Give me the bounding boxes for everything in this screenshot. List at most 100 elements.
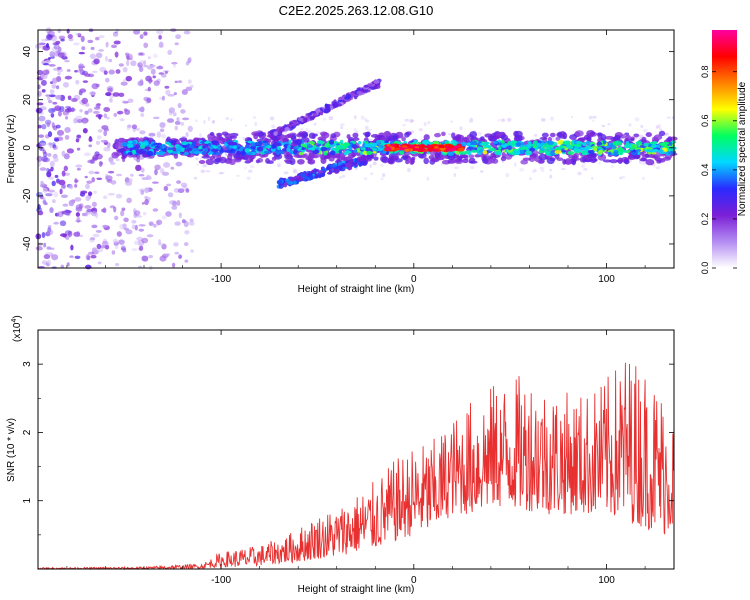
spectrogram-cell [201, 151, 207, 155]
spectrogram-cell [306, 143, 313, 149]
spectrogram-cell [390, 155, 399, 161]
spectrogram-cell [51, 122, 55, 129]
spectrogram-cell [89, 236, 95, 243]
spectrogram-cell [175, 34, 182, 40]
spectrogram-cell [220, 150, 224, 154]
spectrogram-cell [469, 131, 478, 138]
spectrogram-cell [161, 171, 170, 176]
spectrogram-cell [460, 141, 467, 147]
spectrogram-cell [143, 141, 149, 146]
spectrogram-cell [148, 132, 156, 137]
spectrogram-cell [47, 189, 55, 193]
spectrogram-cell [624, 132, 630, 136]
spectrogram-cell [192, 151, 200, 155]
spectrogram-cell [641, 162, 647, 165]
spectrogram-cell [171, 151, 179, 154]
spectrogram-cell [570, 116, 573, 119]
spectrogram-cell [633, 133, 640, 138]
spectrogram-cell [381, 173, 386, 177]
spectrogram-cell [63, 209, 71, 216]
spectrogram-cell [43, 62, 50, 66]
spectrogram-cell [85, 103, 90, 107]
spectrogram-cell [591, 158, 598, 162]
y-tick-label: 20 [22, 94, 33, 106]
spectrogram-cell [205, 158, 215, 166]
spectrogram-cell [317, 143, 322, 147]
spectrogram-cell [180, 122, 185, 126]
spectrogram-cell [152, 75, 156, 79]
spectrogram-cell [200, 141, 206, 144]
spectrogram-cell [367, 128, 373, 132]
spectrogram-cell [401, 136, 406, 142]
spectrogram-cell [309, 174, 314, 180]
spectrogram-cell [189, 218, 194, 223]
spectrogram-cell [92, 233, 100, 238]
spectrogram-cell [285, 178, 290, 183]
spectrogram-cell [167, 142, 172, 146]
spectrogram-cell [105, 173, 109, 181]
spectrogram-cell [568, 153, 573, 159]
spectrogram-cell [580, 164, 586, 168]
spectrogram-cell [61, 150, 66, 157]
spectrogram-cell [356, 90, 363, 95]
spectrogram-cell [286, 147, 291, 153]
spectrogram-cell [530, 153, 539, 158]
spectrogram-cell [335, 145, 341, 151]
x-tick-label: 0 [411, 274, 417, 285]
spectrogram-cell [352, 132, 359, 138]
spectrogram-cell [656, 159, 662, 164]
spectrogram-cell [430, 157, 440, 163]
spectrogram-cell [298, 176, 304, 182]
spectrogram-cell [376, 147, 384, 152]
spectrogram-cell [141, 150, 147, 155]
spectrogram-cell [42, 187, 48, 193]
spectrogram-cell [380, 177, 384, 181]
spectrogram-cell [136, 158, 141, 163]
spectrogram-cell [202, 164, 208, 168]
spectrogram-cell [519, 167, 525, 172]
spectrogram-cell [380, 163, 384, 167]
spectrogram-cell [48, 168, 52, 173]
spectrogram-cell [74, 70, 78, 73]
spectrogram-cell [639, 157, 648, 162]
spectrogram-cell [297, 158, 305, 165]
spectrogram-cell [549, 147, 555, 151]
spectrogram-cell [225, 149, 233, 153]
spectrogram-cell [244, 165, 247, 170]
spectrogram-cell [203, 120, 206, 124]
spectrogram-cell [617, 151, 624, 156]
spectrogram-cell [168, 107, 176, 114]
spectrogram-cell [88, 144, 93, 148]
spectrogram-cell [96, 243, 102, 250]
spectrogram-cell [328, 115, 334, 121]
spectrogram-cell [114, 142, 124, 150]
spectrogram-cell [103, 70, 108, 75]
spectrogram-cell [75, 32, 82, 36]
spectrogram-cell [562, 158, 567, 165]
spectrogram-cell [312, 149, 320, 154]
spectrogram-cell [159, 122, 166, 128]
spectrogram-cell [173, 92, 177, 96]
spectrogram-cell [207, 116, 211, 122]
spectrogram-cell [400, 155, 409, 160]
spectrogram-cell [466, 142, 471, 147]
spectrogram-cell [124, 109, 131, 115]
spectrogram-cell [219, 137, 226, 145]
spectrogram-cell [607, 123, 611, 126]
spectrogram-cell [614, 134, 621, 141]
spectrogram-cell [127, 151, 133, 156]
spectrogram-cell [57, 66, 62, 70]
spectrogram-cell [591, 119, 595, 122]
spectrogram-cell [272, 144, 277, 149]
spectrogram-cell [351, 144, 357, 148]
snr-y-scale-base: (x10 [12, 322, 23, 342]
spectrogram-cell [46, 246, 52, 250]
spectrogram-cell [76, 216, 81, 223]
spectrogram-cell [53, 221, 59, 225]
spectrogram-cell [602, 140, 607, 145]
spectrogram-cell [314, 175, 319, 179]
spectrogram-cell [144, 195, 148, 199]
spectrogram-cell [50, 113, 55, 118]
spectrogram-cell [140, 167, 145, 173]
spectrogram-cell [47, 152, 52, 157]
